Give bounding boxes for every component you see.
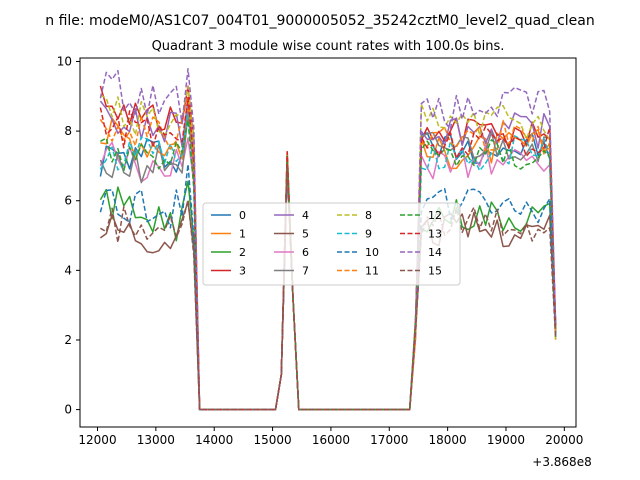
x-tick-label: 20000 <box>545 433 583 447</box>
legend-label-7: 7 <box>302 265 309 278</box>
series-lines <box>99 67 557 411</box>
legend-label-0: 0 <box>239 209 246 222</box>
y-tick-label: 6 <box>64 194 72 208</box>
legend-label-6: 6 <box>302 246 309 259</box>
legend-label-15: 15 <box>428 265 442 278</box>
x-tick-label: 12000 <box>78 433 116 447</box>
legend-label-2: 2 <box>239 246 246 259</box>
series-line-9 <box>99 112 557 411</box>
y-tick-label: 4 <box>64 263 72 277</box>
legend-label-8: 8 <box>365 209 372 222</box>
legend-label-12: 12 <box>428 209 442 222</box>
legend-label-13: 13 <box>428 228 442 241</box>
x-tick-label: 18000 <box>429 433 467 447</box>
y-tick-label: 2 <box>64 333 72 347</box>
x-tick-label: 19000 <box>487 433 525 447</box>
y-tick-label: 0 <box>64 403 72 417</box>
legend-label-1: 1 <box>239 228 246 241</box>
legend-label-14: 14 <box>428 246 442 259</box>
series-line-10 <box>99 163 557 411</box>
x-tick-label: 17000 <box>370 433 408 447</box>
legend-label-3: 3 <box>239 265 246 278</box>
x-offset-label: +3.868e8 <box>532 455 591 469</box>
legend-label-4: 4 <box>302 209 309 222</box>
chart-title: Quadrant 3 module wise count rates with … <box>152 39 505 54</box>
legend-frame <box>202 202 461 286</box>
x-tick-label: 15000 <box>253 433 291 447</box>
y-tick-label: 8 <box>64 124 72 138</box>
figure-suptitle: n file: modeM0/AS1C07_004T01_9000005052_… <box>45 13 594 29</box>
legend-label-11: 11 <box>365 265 379 278</box>
legend-label-9: 9 <box>365 228 372 241</box>
legend-label-10: 10 <box>365 246 379 259</box>
axis-ticks: 12000 13000 14000 15000 16000 17000 18000 19000… <box>57 54 584 447</box>
x-tick-label: 16000 <box>312 433 350 447</box>
x-tick-label: 13000 <box>137 433 175 447</box>
plot-frame <box>79 57 577 428</box>
x-tick-label: 14000 <box>195 433 233 447</box>
series-line-5 <box>99 163 557 411</box>
legend-label-5: 5 <box>302 228 309 241</box>
series-line-15 <box>100 163 557 411</box>
y-tick-label: 10 <box>57 54 72 68</box>
